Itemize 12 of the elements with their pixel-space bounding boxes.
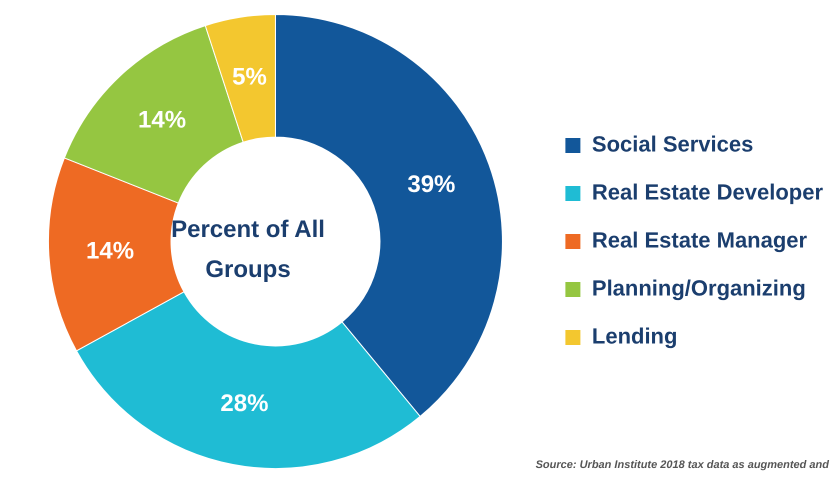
legend-label: Lending	[592, 324, 678, 349]
data-label: 39%	[407, 170, 456, 198]
legend-label: Real Estate Manager	[592, 228, 808, 253]
data-label: 5%	[232, 63, 267, 90]
data-label: 14%	[138, 106, 186, 134]
legend-label: Real Estate Developer	[592, 180, 824, 205]
legend-label: Social Services	[592, 132, 754, 157]
data-label: 14%	[86, 238, 134, 265]
source-note: Source: Urban Institute 2018 tax data as augmented and	[536, 459, 829, 471]
legend-label: Planning/Organizing	[592, 276, 806, 301]
text: Percent of All Groups	[170, 215, 326, 285]
data-label: 28%	[220, 390, 268, 417]
